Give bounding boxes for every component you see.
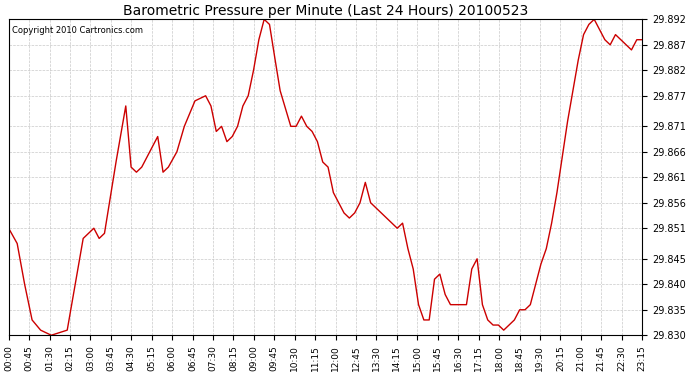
Text: Copyright 2010 Cartronics.com: Copyright 2010 Cartronics.com (12, 26, 143, 34)
Title: Barometric Pressure per Minute (Last 24 Hours) 20100523: Barometric Pressure per Minute (Last 24 … (123, 4, 528, 18)
